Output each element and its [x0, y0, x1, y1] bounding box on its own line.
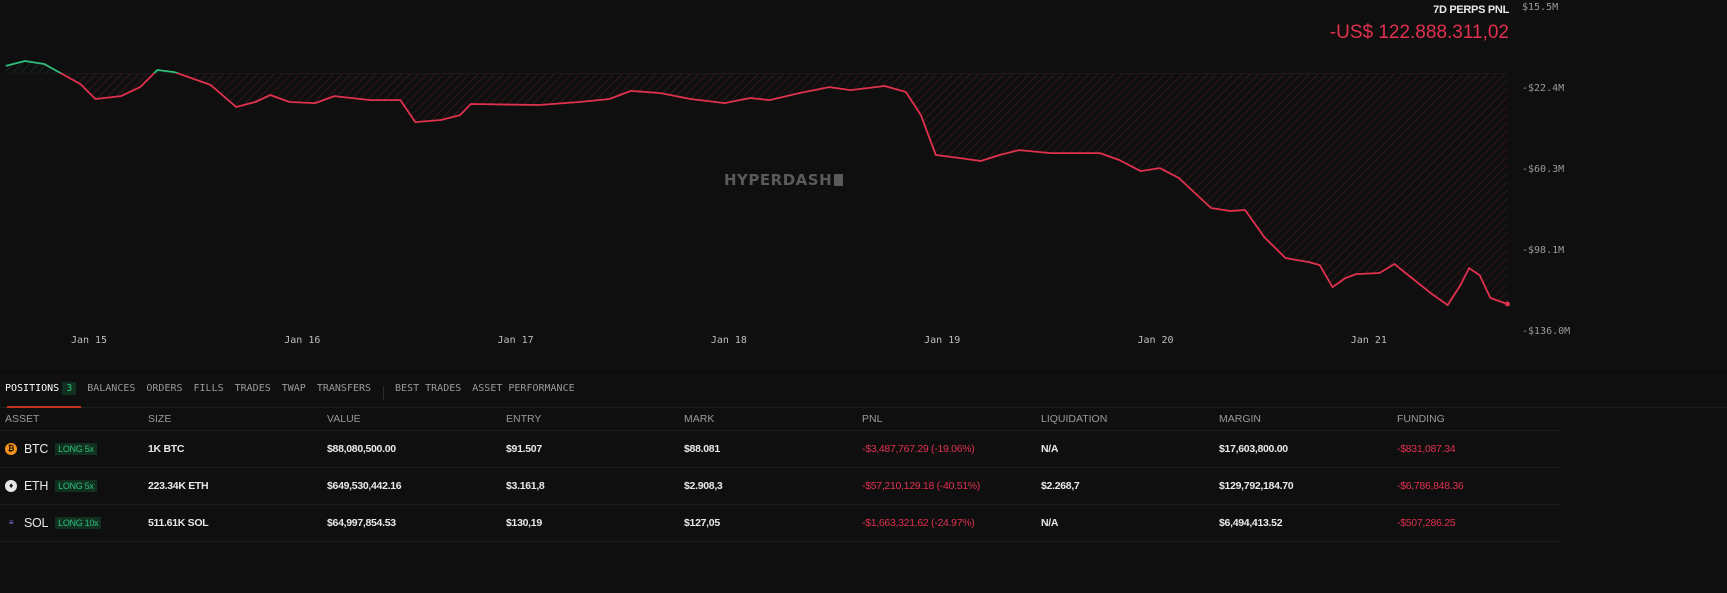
value-cell: $649,530,442.16 [327, 467, 506, 505]
tab-asset-performance[interactable]: ASSET PERFORMANCE [472, 382, 575, 394]
entry-cell: $130,19 [506, 504, 684, 542]
side-leverage-badge: LONG 10x [55, 516, 102, 529]
col-value[interactable]: VALUE [327, 408, 506, 431]
size-cell: 223.34K ETH [148, 467, 327, 505]
pnl-line-negative [58, 72, 1508, 307]
asset-symbol: ETH [24, 478, 49, 493]
pnl-cell: -$1,663,321.62 (-24.97%) [862, 504, 1041, 542]
y-tick-label: -$22.4M [1522, 83, 1565, 94]
margin-cell: $17,603,800.00 [1219, 430, 1397, 468]
x-tick-label: Jan 19 [924, 335, 961, 346]
divider [0, 370, 1727, 378]
margin-cell: $129,792,184.70 [1219, 467, 1397, 505]
value-cell: $88,080,500.00 [327, 430, 506, 468]
baseline [5, 72, 1508, 74]
value-cell: $64,997,854.53 [327, 504, 506, 542]
tab-positions[interactable]: POSITIONS 3 [0, 378, 82, 408]
tab-fills[interactable]: FILLS [193, 382, 224, 394]
table-header: ASSET SIZE VALUE ENTRY MARK PNL LIQUIDAT… [0, 408, 1560, 431]
y-tick-label: -$98.1M [1522, 244, 1565, 256]
x-tick-label: Jan 17 [497, 335, 534, 346]
hyperdash-watermark: HYPERDASH [724, 171, 844, 189]
mark-cell: $127,05 [684, 504, 862, 542]
pnl-value: -US$ 122.888.311,02 [1329, 22, 1509, 43]
col-entry[interactable]: ENTRY [506, 408, 684, 431]
last-point-marker [1504, 301, 1510, 307]
y-tick-label: $15.5M [1522, 2, 1559, 13]
mark-cell: $88.081 [684, 430, 862, 468]
col-margin[interactable]: MARGIN [1219, 408, 1397, 431]
y-tick-label: -$136.0M [1522, 325, 1571, 337]
pnl-chart-svg [5, 60, 1510, 307]
tab-label: POSITIONS [5, 382, 60, 394]
positions-table: ASSET SIZE VALUE ENTRY MARK PNL LIQUIDAT… [0, 408, 1560, 542]
tab-balances[interactable]: BALANCES [87, 382, 136, 394]
col-liquidation[interactable]: LIQUIDATION [1041, 408, 1219, 431]
entry-cell: $91.507 [506, 430, 684, 468]
entry-cell: $3.161,8 [506, 467, 684, 505]
liquidation-cell: $2.268,7 [1041, 467, 1219, 505]
tab-trades[interactable]: TRADES [234, 382, 271, 394]
watermark-text: HYPERDASH [724, 171, 833, 189]
funding-cell: -$507,286.25 [1397, 504, 1560, 542]
funding-cell: -$831,087.34 [1397, 430, 1560, 468]
y-tick-label: -$60.3M [1522, 164, 1565, 175]
mark-cell: $2.908,3 [684, 467, 862, 505]
positions-count-badge: 3 [62, 381, 77, 395]
asset-symbol: SOL [24, 515, 49, 530]
pnl-cell: -$3,487,767.29 (-19.06%) [862, 430, 1041, 468]
col-asset[interactable]: ASSET [0, 408, 148, 431]
tab-twap[interactable]: TWAP [281, 382, 306, 394]
table-row[interactable]: ♦ ETH LONG 5x 223.34K ETH $649,530,442.16 … [0, 467, 1560, 505]
tab-best-trades[interactable]: BEST TRADES [395, 382, 462, 394]
col-funding[interactable]: FUNDING [1397, 408, 1560, 431]
asset-cell: ≡ SOL LONG 10x [0, 504, 148, 542]
pnl-cell: -$57,210,129.18 (-40.51%) [862, 467, 1041, 505]
tab-orders[interactable]: ORDERS [146, 382, 183, 394]
x-tick-label: Jan 20 [1137, 335, 1174, 346]
col-mark[interactable]: MARK [684, 408, 862, 431]
liquidation-cell: N/A [1041, 430, 1219, 468]
tab-bar: POSITIONS 3 BALANCES ORDERS FILLS TRADES … [0, 378, 1727, 408]
watermark-block-icon [834, 174, 844, 186]
tab-divider [383, 385, 385, 400]
side-leverage-badge: LONG 5x [55, 442, 97, 455]
pnl-area-negative [5, 72, 1508, 306]
x-tick-label: Jan 16 [284, 335, 321, 346]
asset-symbol: BTC [24, 441, 49, 456]
sol-coin-icon: ≡ [8, 517, 14, 527]
tab-transfers[interactable]: TRANSFERS [316, 382, 372, 394]
btc-coin-icon: ₿ [5, 442, 17, 455]
eth-coin-icon: ♦ [5, 479, 17, 492]
size-cell: 511.61K SOL [148, 504, 327, 542]
asset-cell: ₿ BTC LONG 5x [0, 430, 148, 468]
side-leverage-badge: LONG 5x [55, 479, 97, 492]
col-size[interactable]: SIZE [148, 408, 327, 431]
liquidation-cell: N/A [1041, 504, 1219, 542]
pnl-chart: 7D PERPS PNL -US$ 122.888.311,02 HYPERDA… [5, 2, 1571, 346]
table-row[interactable]: ₿ BTC LONG 5x 1K BTC $88,080,500.00 $91.50… [0, 430, 1560, 468]
asset-cell: ♦ ETH LONG 5x [0, 467, 148, 505]
size-cell: 1K BTC [148, 430, 327, 468]
funding-cell: -$6,786,848.36 [1397, 467, 1560, 505]
table-row[interactable]: ≡ SOL LONG 10x 511.61K SOL $64,997,854.53 … [0, 504, 1560, 542]
col-pnl[interactable]: PNL [862, 408, 1041, 431]
margin-cell: $6,494,413.52 [1219, 504, 1397, 542]
x-tick-label: Jan 18 [710, 335, 747, 346]
x-tick-label: Jan 21 [1350, 335, 1387, 346]
chart-title: 7D PERPS PNL [1433, 4, 1509, 16]
x-tick-label: Jan 15 [70, 335, 108, 346]
